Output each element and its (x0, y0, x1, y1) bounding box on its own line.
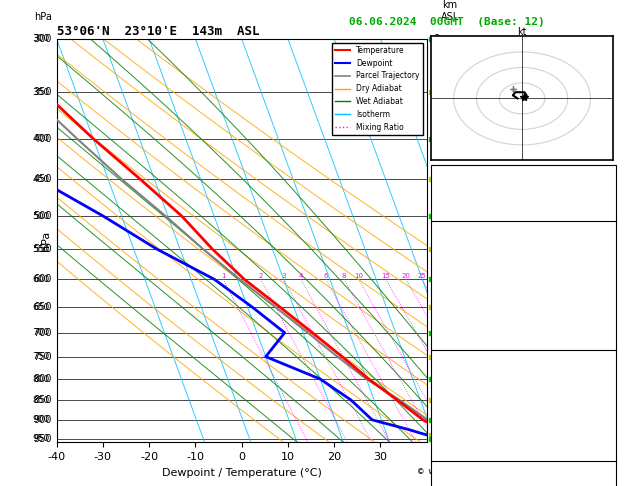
Text: 3: 3 (608, 320, 613, 329)
Text: K: K (434, 173, 440, 181)
Text: 12: 12 (603, 173, 613, 181)
Text: 15: 15 (381, 273, 391, 279)
Text: 7: 7 (433, 134, 440, 144)
Text: 6: 6 (323, 273, 328, 279)
Text: 2: 2 (433, 374, 440, 384)
Text: 550: 550 (33, 244, 52, 254)
Text: 4: 4 (433, 328, 440, 338)
Text: 750: 750 (33, 352, 52, 362)
Text: 17.8: 17.8 (592, 246, 613, 255)
Text: 8: 8 (342, 273, 347, 279)
Text: CAPE (J): CAPE (J) (434, 320, 477, 329)
Text: 3: 3 (433, 352, 440, 362)
Text: 950: 950 (33, 434, 52, 444)
Text: 06.06.2024  00GMT  (Base: 12): 06.06.2024 00GMT (Base: 12) (348, 17, 545, 27)
Text: Surface: Surface (503, 227, 544, 237)
Text: 6: 6 (433, 211, 440, 221)
Text: Dewp (°C): Dewp (°C) (434, 265, 482, 274)
Text: 3: 3 (282, 273, 286, 279)
Text: 900: 900 (33, 415, 52, 425)
Text: Hodograph: Hodograph (497, 468, 550, 477)
Text: 318: 318 (597, 283, 613, 292)
Text: 56: 56 (603, 339, 613, 347)
Text: 400: 400 (33, 134, 50, 143)
Text: 800: 800 (33, 375, 50, 383)
X-axis label: kt: kt (517, 27, 527, 37)
Text: 20: 20 (401, 273, 410, 279)
Text: © weatheronline.co.uk: © weatheronline.co.uk (418, 467, 532, 476)
Text: Mixing Ratio (g/kg): Mixing Ratio (g/kg) (459, 194, 469, 287)
Text: Lifted Index: Lifted Index (434, 302, 499, 311)
Text: 300: 300 (33, 34, 52, 44)
Text: 25: 25 (418, 273, 426, 279)
Text: 350: 350 (33, 87, 52, 97)
Text: 850: 850 (33, 395, 52, 405)
Text: 700: 700 (33, 328, 52, 338)
Text: 900: 900 (33, 416, 50, 424)
Text: 2: 2 (259, 273, 263, 279)
Text: 950: 950 (33, 434, 50, 443)
Text: km
ASL: km ASL (441, 0, 459, 21)
Text: 750: 750 (33, 352, 50, 361)
Text: 8: 8 (433, 34, 440, 44)
Text: CAPE (J): CAPE (J) (434, 431, 477, 440)
Text: 10: 10 (354, 273, 363, 279)
X-axis label: Dewpoint / Temperature (°C): Dewpoint / Temperature (°C) (162, 468, 321, 478)
Text: θᵉ (K): θᵉ (K) (434, 394, 466, 403)
Text: CIN (J): CIN (J) (434, 339, 472, 347)
Text: 53°06'N  23°10'E  143m  ASL: 53°06'N 23°10'E 143m ASL (57, 25, 259, 38)
Text: 2: 2 (608, 413, 613, 421)
Text: 600: 600 (33, 275, 50, 284)
Text: 56: 56 (603, 450, 613, 458)
Text: 318: 318 (597, 394, 613, 403)
Text: 450: 450 (33, 174, 52, 185)
Text: 13.2: 13.2 (592, 265, 613, 274)
Text: Totals Totals: Totals Totals (434, 191, 504, 200)
Text: 500: 500 (33, 211, 50, 221)
Text: 5: 5 (433, 274, 440, 284)
Text: 800: 800 (33, 374, 52, 384)
Text: 600: 600 (33, 274, 52, 284)
Text: 1: 1 (221, 273, 225, 279)
Text: 1: 1 (433, 415, 440, 425)
Text: θᵉ(K): θᵉ(K) (434, 283, 461, 292)
Text: 700: 700 (33, 328, 50, 337)
Text: 45: 45 (603, 191, 613, 200)
Text: CIN (J): CIN (J) (434, 450, 472, 458)
Y-axis label: hPa: hPa (41, 230, 51, 251)
Text: 3: 3 (608, 431, 613, 440)
Text: Temp (°C): Temp (°C) (434, 246, 482, 255)
Text: 2: 2 (608, 302, 613, 311)
Text: Lifted Index: Lifted Index (434, 413, 499, 421)
Text: 994: 994 (597, 376, 613, 384)
Text: 550: 550 (33, 244, 50, 254)
Text: hPa: hPa (34, 12, 52, 21)
Text: PW (cm): PW (cm) (434, 209, 472, 218)
Text: Pressure (mb): Pressure (mb) (434, 376, 504, 384)
Text: 650: 650 (33, 302, 50, 312)
Text: 650: 650 (33, 302, 52, 312)
Text: 850: 850 (33, 396, 50, 404)
Text: 350: 350 (33, 88, 50, 97)
Legend: Temperature, Dewpoint, Parcel Trajectory, Dry Adiabat, Wet Adiabat, Isotherm, Mi: Temperature, Dewpoint, Parcel Trajectory… (332, 43, 423, 135)
Text: Most Unstable: Most Unstable (486, 357, 562, 366)
Text: LCL: LCL (433, 430, 452, 440)
Text: 1.97: 1.97 (592, 209, 613, 218)
Text: 400: 400 (33, 134, 52, 144)
Text: 450: 450 (33, 175, 50, 184)
Text: 4: 4 (299, 273, 303, 279)
Text: 300: 300 (33, 35, 50, 43)
Text: 500: 500 (33, 211, 52, 221)
